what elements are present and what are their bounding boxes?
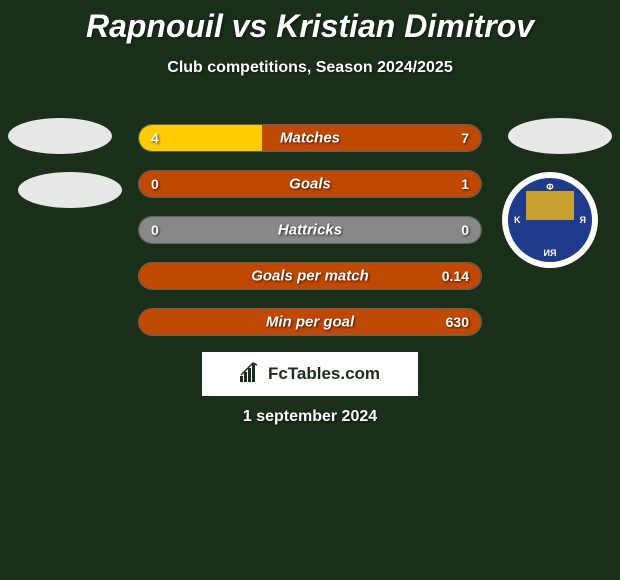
date-label: 1 september 2024 <box>243 408 377 426</box>
stat-value-right: 1 <box>461 176 469 192</box>
branding-label: FcTables.com <box>268 364 380 384</box>
stat-value-left: 0 <box>151 222 159 238</box>
team-right-logo-inner: Φ K Я ИЯ <box>508 178 592 262</box>
subtitle: Club competitions, Season 2024/2025 <box>0 59 620 77</box>
logo-text-top: Φ <box>546 182 553 192</box>
logo-text-bottom: ИЯ <box>544 248 557 258</box>
player-left-avatar-placeholder <box>8 118 112 154</box>
stat-value-right: 7 <box>461 130 469 146</box>
stat-label: Hattricks <box>278 222 342 239</box>
logo-text-right: Я <box>580 215 586 225</box>
stat-row-matches: 4 Matches 7 <box>138 124 482 152</box>
stat-value-right: 630 <box>446 314 469 330</box>
stat-value-left: 4 <box>151 130 159 146</box>
comparison-infographic: Rapnouil vs Kristian Dimitrov Club compe… <box>0 0 620 580</box>
page-title: Rapnouil vs Kristian Dimitrov <box>0 0 620 45</box>
stat-value-right: 0 <box>461 222 469 238</box>
branding-box: FcTables.com <box>202 352 418 396</box>
team-right-logo: Φ K Я ИЯ <box>502 172 598 268</box>
stat-row-min-per-goal: Min per goal 630 <box>138 308 482 336</box>
stats-comparison-area: 4 Matches 7 0 Goals 1 0 Hattricks 0 Goal… <box>138 124 482 354</box>
shield-icon <box>526 191 574 249</box>
stat-label: Min per goal <box>266 314 354 331</box>
player-right-avatar-placeholder <box>508 118 612 154</box>
stat-value-left: 0 <box>151 176 159 192</box>
stat-label: Matches <box>280 130 340 147</box>
stat-value-right: 0.14 <box>442 268 469 284</box>
team-left-logo-placeholder <box>18 172 122 208</box>
logo-text-left: K <box>514 215 521 225</box>
stat-row-hattricks: 0 Hattricks 0 <box>138 216 482 244</box>
stat-label: Goals per match <box>251 268 369 285</box>
stat-row-goals: 0 Goals 1 <box>138 170 482 198</box>
stat-row-goals-per-match: Goals per match 0.14 <box>138 262 482 290</box>
bar-chart-icon <box>240 362 262 387</box>
stat-label: Goals <box>289 176 331 193</box>
